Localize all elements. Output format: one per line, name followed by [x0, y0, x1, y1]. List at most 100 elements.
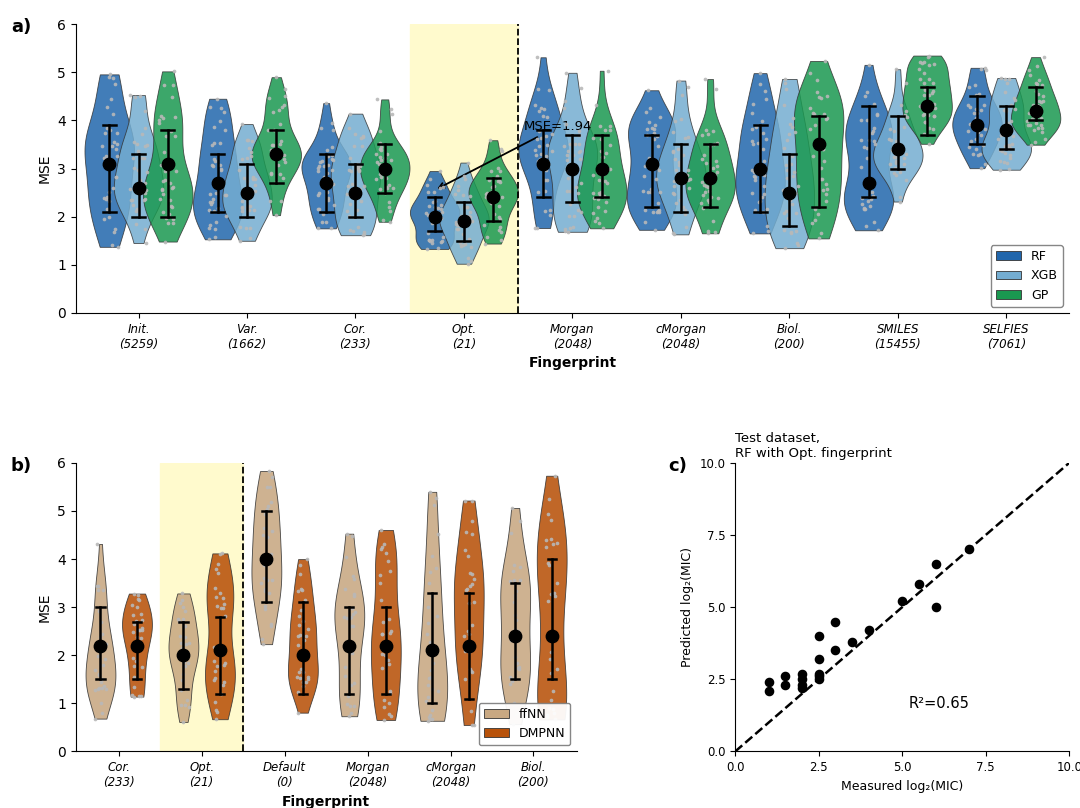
Point [557, 66, 575, 79]
Point [801, 102, 819, 115]
Point [340, 163, 357, 176]
Point [100, 194, 118, 207]
Point [676, 132, 693, 145]
Point [808, 86, 825, 99]
Point [351, 160, 368, 173]
Point [504, 673, 522, 686]
Point [420, 671, 437, 684]
Point [381, 564, 399, 577]
Point [90, 683, 107, 696]
Point [541, 701, 558, 714]
Point [699, 227, 716, 240]
Point [912, 99, 929, 112]
Point [458, 583, 475, 595]
Point [897, 173, 915, 186]
Point [760, 675, 778, 688]
Point [559, 171, 577, 184]
Point [882, 134, 900, 147]
Point [998, 124, 1015, 137]
Point [818, 183, 835, 196]
Point [891, 166, 908, 179]
Point [292, 558, 309, 571]
Point [646, 118, 663, 131]
Point [124, 151, 141, 164]
Point [755, 154, 772, 167]
Point [591, 120, 608, 133]
Point [504, 565, 522, 578]
Point [376, 713, 393, 726]
Point [705, 214, 723, 227]
Point [460, 646, 477, 659]
Point [527, 144, 544, 157]
Point [861, 134, 878, 147]
Point [341, 152, 359, 165]
Point [920, 73, 937, 86]
Point [260, 465, 278, 478]
Point [419, 646, 436, 659]
Point [700, 225, 717, 238]
Point [129, 630, 146, 643]
Point [156, 79, 173, 92]
Point [420, 233, 437, 246]
Point [207, 215, 225, 228]
Point [488, 170, 505, 183]
Point [962, 117, 980, 130]
Point [778, 171, 795, 184]
Point [535, 103, 552, 116]
Point [915, 89, 932, 102]
Point [543, 629, 561, 642]
Legend: RF, XGB, GP: RF, XGB, GP [991, 245, 1063, 306]
Point [373, 647, 390, 660]
Point [635, 169, 652, 182]
Point [543, 144, 561, 157]
Point [370, 158, 388, 170]
Point [316, 97, 334, 110]
Text: b): b) [11, 457, 31, 475]
Point [345, 224, 362, 237]
Point [972, 162, 989, 175]
Point [923, 101, 941, 114]
Point [131, 689, 148, 702]
Point [94, 673, 111, 686]
Point [423, 589, 441, 602]
Point [599, 65, 617, 78]
Point [646, 127, 663, 140]
Point [433, 234, 450, 247]
Point [649, 130, 666, 143]
Point [490, 223, 508, 236]
Point [924, 123, 942, 136]
Point [1028, 99, 1045, 112]
Point [507, 608, 524, 621]
Point [105, 71, 122, 84]
Point [420, 710, 437, 723]
Point [561, 138, 578, 151]
Point [973, 63, 990, 76]
Point [530, 140, 548, 153]
Point [289, 618, 307, 631]
Point [262, 496, 280, 509]
Point [969, 119, 986, 132]
Point [694, 202, 712, 215]
Point [238, 201, 255, 214]
Point [1026, 136, 1043, 149]
Point [892, 145, 909, 158]
Point [134, 183, 151, 196]
Point [217, 209, 234, 222]
Point [172, 597, 189, 610]
Point [318, 176, 335, 189]
Point [976, 122, 994, 135]
Point [507, 588, 524, 601]
Point [968, 103, 985, 116]
Point [324, 178, 341, 191]
Point [293, 583, 310, 596]
Point [852, 133, 869, 146]
Point [320, 192, 337, 205]
Point [704, 162, 721, 175]
Point [502, 527, 519, 540]
Text: a): a) [11, 19, 31, 36]
Point [310, 189, 327, 202]
Point [801, 122, 819, 135]
Point [134, 152, 151, 165]
Point [97, 683, 114, 696]
Point [213, 602, 230, 615]
